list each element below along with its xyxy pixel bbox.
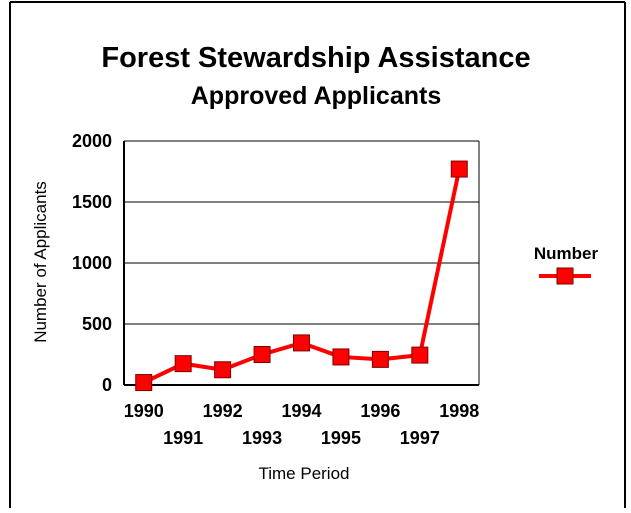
- data-point: [174, 355, 192, 373]
- x-tick-label: 1994: [281, 401, 321, 421]
- legend-marker: [556, 267, 574, 285]
- x-tick-label: 1991: [163, 428, 203, 448]
- x-tick-label: 1993: [242, 428, 282, 448]
- chart-title: Forest Stewardship Assistance: [101, 42, 530, 74]
- x-tick-label: 1990: [124, 401, 164, 421]
- y-tick-label: 500: [82, 314, 112, 334]
- x-tick-label: 1996: [360, 401, 400, 421]
- x-tick-label: 1992: [203, 401, 243, 421]
- x-tick-label: 1997: [400, 428, 440, 448]
- data-point: [293, 334, 310, 352]
- y-tick-label: 1500: [72, 192, 112, 212]
- data-point: [371, 350, 389, 368]
- y-tick-labels: 0 500 1000 1500 2000: [72, 131, 112, 395]
- chart-subtitle: Approved Applicants: [191, 82, 442, 110]
- x-axis-label: Time Period: [258, 464, 349, 483]
- legend: Number: [534, 244, 599, 285]
- y-tick-label: 2000: [72, 131, 112, 151]
- y-tick-label: 0: [102, 375, 112, 395]
- data-point: [135, 374, 153, 392]
- legend-label: Number: [534, 244, 599, 263]
- y-axis-label: Number of Applicants: [31, 181, 50, 343]
- data-point: [411, 346, 429, 364]
- y-tick-label: 1000: [72, 253, 112, 273]
- grid-lines: [123, 140, 480, 386]
- data-point: [450, 160, 468, 178]
- data-point: [214, 361, 232, 379]
- data-point: [253, 346, 271, 363]
- x-tick-label: 1995: [321, 428, 361, 448]
- data-point: [332, 348, 350, 366]
- x-tick-label: 1998: [439, 401, 479, 421]
- series-number: [135, 160, 468, 392]
